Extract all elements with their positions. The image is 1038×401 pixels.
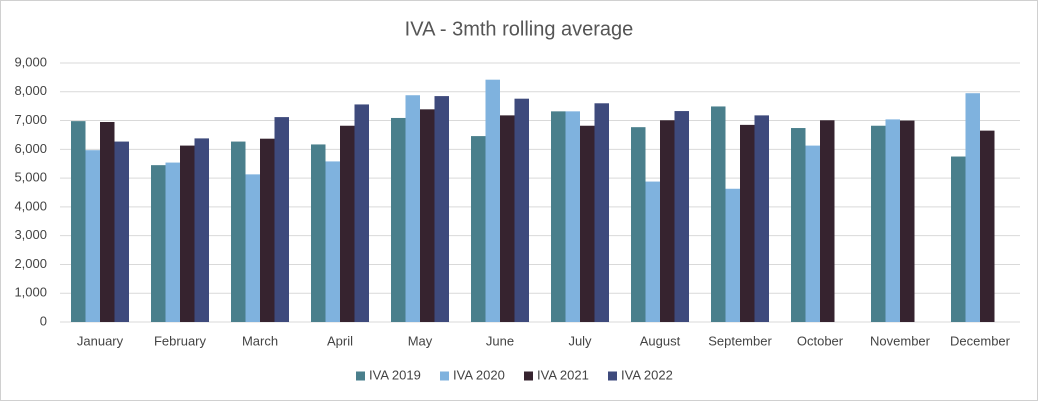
bar [340,125,355,322]
x-tick-label: January [77,333,124,348]
bar [405,95,420,322]
bar [965,93,980,322]
legend-swatch [524,371,533,381]
bar [820,120,835,322]
bar [194,138,209,322]
bar [900,120,915,322]
bar [740,124,755,322]
bar [471,136,486,322]
bar [660,120,675,322]
bar [420,109,435,323]
y-tick-label: 6,000 [14,141,47,156]
y-tick-label: 3,000 [14,227,47,242]
bar [245,174,260,322]
bar [805,145,820,322]
legend-swatch [608,371,617,381]
x-tick-label: December [950,333,1011,348]
x-tick-label: April [327,333,353,348]
y-tick-label: 7,000 [14,112,47,127]
bar [354,104,369,322]
bar [165,162,180,322]
bar [551,111,566,322]
bar [151,165,166,322]
x-tick-label: September [708,333,772,348]
bar [391,117,406,323]
bar [871,125,886,322]
bar [791,128,806,322]
y-tick-label: 4,000 [14,198,47,213]
bar [725,188,740,322]
bar [980,130,995,322]
legend-label: IVA 2022 [621,367,673,382]
y-tick-label: 8,000 [14,83,47,98]
x-tick-label: May [408,333,433,348]
bar [645,181,660,322]
bar [674,111,689,322]
bar [514,98,529,322]
bar [594,103,609,323]
bar [311,144,326,322]
legend-swatch [356,371,365,381]
bar [260,138,275,322]
bar [274,117,289,322]
y-tick-label: 1,000 [14,285,47,300]
bar [71,121,86,323]
bar [231,141,246,322]
bar [85,150,100,322]
chart-title: IVA - 3mth rolling average [405,18,634,40]
bar [711,106,726,323]
bar [500,115,515,323]
x-tick-label: August [640,333,681,348]
bar [100,121,115,322]
bar [580,125,595,322]
bar [180,145,195,322]
x-tick-label: July [568,333,592,348]
y-tick-label: 9,000 [14,54,47,69]
legend-label: IVA 2020 [453,367,505,382]
bar [434,96,449,322]
bar [951,156,966,322]
bar [754,115,769,323]
y-tick-label: 0 [40,313,47,328]
bar [631,127,646,323]
x-tick-label: November [870,333,931,348]
bar [114,141,129,322]
legend-label: IVA 2021 [537,367,589,382]
bar [325,161,340,322]
x-tick-label: February [154,333,207,348]
y-tick-label: 5,000 [14,170,47,185]
y-tick-label: 2,000 [14,256,47,271]
legend-swatch [440,371,449,381]
legend-label: IVA 2019 [369,367,421,382]
x-tick-label: June [486,333,514,348]
x-tick-label: March [242,333,278,348]
x-tick-label: October [797,333,844,348]
bar [885,119,900,322]
bar [565,111,580,322]
bar [485,79,500,323]
